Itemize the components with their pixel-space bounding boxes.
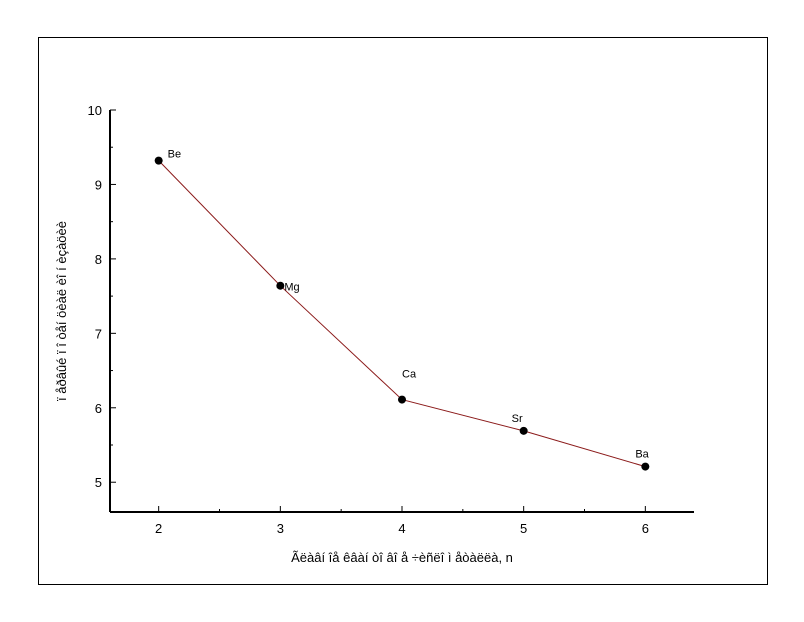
point-label: Be [168,149,181,161]
x-tick-label: 3 [277,521,284,536]
data-point [641,462,650,471]
y-tick-label: 7 [95,326,102,341]
y-tick-label: 6 [95,401,102,416]
series: Be Mg Ca Sr Ba [154,149,650,471]
x-axis-title: Ãëàâí îå êâàí òî âî å ÷èñëî ì åòàëëà, n [291,550,513,565]
series-line [158,160,646,468]
x-tick-label: 4 [398,521,405,536]
point-label: Sr [512,413,523,425]
axes: 5 6 7 8 9 10 2 3 4 5 6 [88,103,694,536]
data-point [398,395,406,404]
data-point [276,281,285,290]
y-tick-label: 5 [95,475,102,490]
point-label: Ca [402,369,417,381]
chart-frame [38,37,768,585]
x-tick-label: 5 [520,521,527,536]
data-point [519,426,528,435]
x-tick-label: 2 [155,521,162,536]
x-tick-label: 6 [642,521,649,536]
point-label: Ba [635,449,649,461]
data-point [154,156,163,165]
y-axis-title: ï åðâûé ï î òåí öèàë èî í èçàöèè [54,221,69,401]
y-tick-label: 10 [88,103,102,118]
y-tick-label: 9 [95,177,102,192]
y-tick-label: 8 [95,252,102,267]
point-label: Mg [284,282,299,294]
